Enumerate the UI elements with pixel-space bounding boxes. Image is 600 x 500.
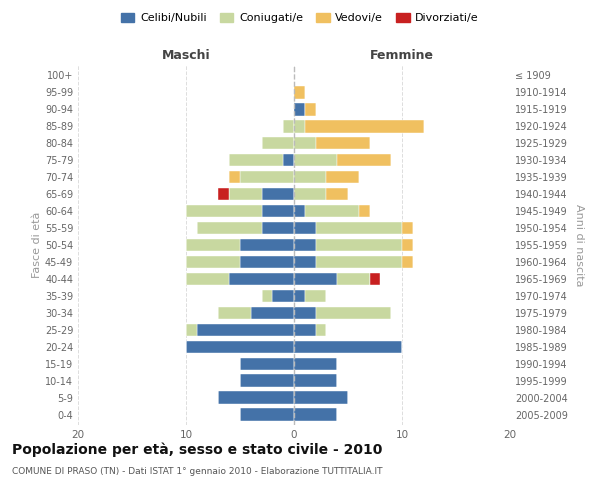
Bar: [402, 238, 413, 252]
Bar: [272, 290, 294, 302]
Bar: [316, 256, 402, 268]
Bar: [337, 154, 391, 166]
Bar: [240, 170, 294, 183]
Bar: [186, 238, 240, 252]
Bar: [240, 238, 294, 252]
Bar: [262, 290, 272, 302]
Bar: [326, 188, 348, 200]
Y-axis label: Anni di nascita: Anni di nascita: [574, 204, 584, 286]
Bar: [402, 222, 413, 234]
Bar: [316, 324, 326, 336]
Bar: [262, 188, 294, 200]
Bar: [305, 290, 326, 302]
Bar: [294, 290, 305, 302]
Bar: [294, 222, 316, 234]
Bar: [305, 204, 359, 218]
Bar: [359, 204, 370, 218]
Bar: [294, 188, 326, 200]
Bar: [197, 324, 294, 336]
Text: COMUNE DI PRASO (TN) - Dati ISTAT 1° gennaio 2010 - Elaborazione TUTTITALIA.IT: COMUNE DI PRASO (TN) - Dati ISTAT 1° gen…: [12, 468, 383, 476]
Bar: [240, 256, 294, 268]
Bar: [294, 358, 337, 370]
Bar: [294, 306, 316, 320]
Bar: [186, 340, 294, 353]
Bar: [294, 154, 337, 166]
Bar: [294, 392, 348, 404]
Bar: [218, 392, 294, 404]
Bar: [197, 222, 262, 234]
Bar: [283, 120, 294, 132]
Bar: [240, 358, 294, 370]
Bar: [316, 222, 402, 234]
Bar: [316, 136, 370, 149]
Bar: [283, 154, 294, 166]
Bar: [316, 306, 391, 320]
Bar: [294, 136, 316, 149]
Bar: [229, 272, 294, 285]
Bar: [218, 188, 229, 200]
Bar: [294, 86, 305, 99]
Bar: [294, 256, 316, 268]
Bar: [186, 256, 240, 268]
Legend: Celibi/Nubili, Coniugati/e, Vedovi/e, Divorziati/e: Celibi/Nubili, Coniugati/e, Vedovi/e, Di…: [117, 8, 483, 28]
Bar: [186, 204, 262, 218]
Y-axis label: Fasce di età: Fasce di età: [32, 212, 42, 278]
Bar: [294, 120, 305, 132]
Bar: [262, 136, 294, 149]
Bar: [186, 324, 197, 336]
Bar: [294, 408, 337, 421]
Bar: [402, 256, 413, 268]
Text: Popolazione per età, sesso e stato civile - 2010: Popolazione per età, sesso e stato civil…: [12, 442, 382, 457]
Bar: [316, 238, 402, 252]
Bar: [294, 170, 326, 183]
Bar: [326, 170, 359, 183]
Bar: [294, 272, 337, 285]
Bar: [370, 272, 380, 285]
Bar: [294, 204, 305, 218]
Bar: [294, 374, 337, 387]
Bar: [229, 170, 240, 183]
Bar: [218, 306, 251, 320]
Bar: [240, 408, 294, 421]
Bar: [305, 120, 424, 132]
Text: Femmine: Femmine: [370, 50, 434, 62]
Bar: [229, 154, 283, 166]
Bar: [337, 272, 370, 285]
Bar: [251, 306, 294, 320]
Bar: [294, 103, 305, 116]
Text: Maschi: Maschi: [161, 50, 211, 62]
Bar: [305, 103, 316, 116]
Bar: [294, 340, 402, 353]
Bar: [294, 324, 316, 336]
Bar: [294, 238, 316, 252]
Bar: [229, 188, 262, 200]
Bar: [262, 222, 294, 234]
Bar: [240, 374, 294, 387]
Bar: [262, 204, 294, 218]
Bar: [186, 272, 229, 285]
